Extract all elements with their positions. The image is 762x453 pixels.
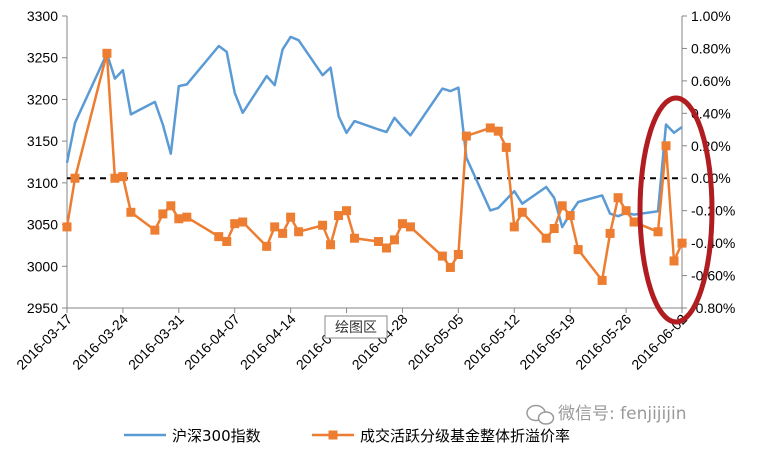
data-point — [405, 222, 415, 232]
data-point — [334, 211, 344, 221]
y-left-tick-label: 2950 — [27, 300, 58, 316]
data-point — [517, 207, 527, 217]
legend-label-2: 成交活跃分级基金整体折溢价率 — [360, 427, 570, 445]
data-point — [501, 142, 511, 152]
watermark: 微信号: fenjijijin — [526, 404, 686, 425]
data-point — [677, 238, 687, 248]
y-right-tick-label: -0.80% — [691, 300, 735, 316]
data-point — [453, 249, 463, 259]
data-point — [509, 222, 519, 232]
data-point — [557, 201, 567, 211]
data-point — [158, 209, 168, 219]
x-tick-label: 2016-03-17 — [13, 311, 75, 373]
x-tick-label: 2016-04-14 — [237, 311, 299, 373]
data-point — [445, 262, 455, 272]
y-left-tick-label: 3100 — [27, 175, 58, 191]
data-point — [318, 220, 328, 230]
data-point — [150, 225, 160, 235]
data-point — [126, 207, 136, 217]
data-point — [661, 141, 671, 151]
y-left-tick-label: 3200 — [27, 91, 58, 107]
data-point — [549, 224, 559, 234]
x-tick-label: 2016-05-05 — [405, 311, 467, 373]
highlight-ellipse — [637, 95, 715, 325]
y-right-tick-label: 0.40% — [691, 105, 731, 121]
watermark-text: 微信号: fenjijijin — [558, 404, 686, 424]
y-left-tick-label: 3150 — [27, 133, 58, 149]
data-point — [381, 243, 391, 253]
data-point — [326, 240, 336, 250]
y-right-tick-label: 1.00% — [691, 8, 731, 24]
data-point — [541, 233, 551, 243]
data-point — [629, 217, 639, 227]
data-point — [174, 214, 184, 224]
data-point — [62, 222, 72, 232]
y-left-tick-label: 3050 — [27, 217, 58, 233]
data-point — [437, 251, 447, 261]
data-point — [350, 233, 360, 243]
data-point — [565, 211, 575, 221]
series-line — [65, 35, 683, 229]
wechat-icon — [526, 404, 555, 425]
y-left-tick-label: 3250 — [27, 50, 58, 66]
data-point — [222, 236, 232, 246]
data-point — [230, 219, 240, 229]
y-right-tick-label: -0.40% — [691, 235, 735, 251]
data-point — [389, 235, 399, 245]
data-point — [70, 173, 80, 183]
legend-label-1: 沪深300指数 — [172, 427, 261, 445]
plot-area-label-text: 绘图区 — [335, 320, 377, 336]
series-2 — [62, 48, 687, 285]
y-right-tick-label: 0.20% — [691, 138, 731, 154]
y-left-tick-label: 3300 — [27, 8, 58, 24]
x-tick-label: 2016-05-12 — [460, 311, 522, 373]
data-point — [605, 228, 615, 238]
data-point — [214, 232, 224, 242]
data-point — [597, 275, 607, 285]
data-point — [669, 256, 679, 266]
data-point — [110, 173, 120, 183]
data-point — [238, 217, 248, 227]
data-point — [485, 123, 495, 133]
plot-area-label: 绘图区 — [324, 315, 388, 339]
series-group — [62, 35, 687, 285]
data-point — [278, 228, 288, 238]
highlight-ring — [637, 95, 715, 325]
legend: 沪深300指数 成交活跃分级基金整体折溢价率 — [124, 427, 570, 445]
data-point — [102, 48, 112, 58]
data-point — [621, 206, 631, 216]
y-right-tick-label: -0.60% — [691, 268, 735, 284]
y-left-tick-label: 3000 — [27, 258, 58, 274]
data-point — [653, 227, 663, 237]
data-point — [270, 222, 280, 232]
y-right-tick-label: 0.80% — [691, 40, 731, 56]
data-point — [262, 241, 272, 251]
series-line — [65, 52, 684, 282]
data-point — [461, 131, 471, 141]
x-tick-label: 2016-05-26 — [572, 311, 634, 373]
data-point — [166, 201, 176, 211]
data-point — [493, 126, 503, 136]
data-point — [397, 219, 407, 229]
data-point — [182, 212, 192, 222]
x-tick-label: 2016-05-19 — [516, 311, 578, 373]
data-point — [373, 236, 383, 246]
data-point — [342, 206, 352, 216]
data-point — [573, 245, 583, 255]
y-right-tick-label: 0.60% — [691, 73, 731, 89]
x-tick-label: 2016-03-24 — [69, 311, 131, 373]
x-tick-label: 2016-03-31 — [125, 311, 187, 373]
data-point — [118, 172, 128, 182]
data-point — [613, 193, 623, 203]
x-tick-label: 2016-04-07 — [181, 311, 243, 373]
data-point — [294, 227, 304, 237]
series-1 — [65, 35, 683, 229]
data-point — [286, 212, 296, 222]
legend-swatch-2-marker — [328, 430, 338, 440]
